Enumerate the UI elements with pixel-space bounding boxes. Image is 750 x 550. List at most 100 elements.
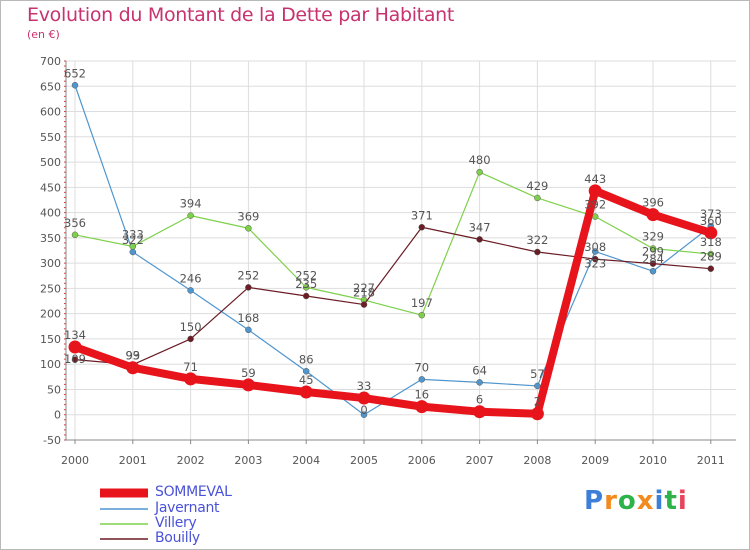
legend-swatch-bouilly: [100, 538, 148, 540]
x-tick-label: 2000: [61, 454, 89, 467]
legend-label-javernant: Javernant: [155, 500, 220, 516]
data-point-bouilly: [187, 335, 194, 343]
logo-letter: t: [664, 486, 678, 516]
data-label: 197: [411, 296, 433, 310]
data-point-javernant: [71, 82, 79, 89]
data-point-sommeval: [473, 405, 487, 419]
y-tick-label: 200: [40, 308, 61, 321]
data-point-sommeval: [704, 226, 718, 240]
data-label: 318: [700, 235, 722, 249]
data-label: 392: [584, 198, 606, 212]
data-label: 99: [125, 349, 140, 363]
data-point-javernant: [649, 267, 657, 275]
data-point-sommeval: [68, 340, 82, 354]
data-label: 356: [64, 216, 86, 230]
data-label: 289: [700, 250, 722, 264]
x-tick-label: 2010: [639, 454, 667, 467]
data-point-villery: [476, 168, 483, 176]
x-tick-label: 2011: [697, 454, 725, 467]
data-label: 284: [642, 252, 664, 266]
legend-label-villery: Villery: [155, 515, 197, 531]
y-tick-label: 500: [40, 156, 61, 169]
data-label: 360: [700, 214, 722, 228]
data-point-bouilly: [591, 255, 599, 263]
data-point-javernant: [418, 376, 426, 383]
x-tick-label: 2009: [581, 454, 609, 467]
legend-label-sommeval: SOMMEVAL: [155, 484, 232, 500]
x-tick-label: 2006: [408, 454, 436, 467]
data-label: 6: [476, 393, 483, 407]
y-tick-label: 350: [40, 232, 61, 245]
data-label: 252: [237, 268, 259, 282]
y-tick-label: 700: [40, 55, 61, 68]
data-label: 252: [295, 268, 317, 282]
y-tick-label: 300: [40, 257, 61, 270]
data-label: 322: [122, 233, 144, 247]
series-line-javernant: [74, 84, 712, 416]
data-label: 246: [180, 271, 202, 285]
data-point-bouilly: [245, 284, 252, 291]
y-tick-label: 100: [40, 358, 61, 371]
data-label: 429: [526, 179, 548, 193]
series-line-bouilly: [74, 226, 712, 366]
data-label: 150: [180, 320, 202, 334]
data-label: 33: [357, 379, 372, 393]
data-point-villery: [245, 225, 252, 232]
data-label: 57: [530, 367, 545, 381]
data-point-bouilly: [71, 356, 79, 363]
x-tick-label: 2008: [523, 454, 551, 467]
data-point-javernant: [360, 411, 368, 418]
legend-swatch-villery: [100, 523, 148, 525]
data-label: 373: [700, 207, 722, 221]
y-tick-label: 50: [47, 383, 61, 396]
data-point-villery: [71, 231, 79, 239]
x-tick-label: 2001: [119, 454, 147, 467]
logo-letter: r: [604, 486, 618, 516]
y-tick-label: 250: [40, 282, 61, 295]
data-label: 218: [353, 286, 375, 300]
y-tick-label: 550: [40, 131, 61, 144]
data-label: 0: [360, 403, 367, 417]
data-label: 323: [584, 257, 606, 271]
data-label: 59: [241, 366, 256, 380]
data-point-villery: [707, 250, 715, 258]
y-tick-label: 600: [40, 106, 61, 119]
data-point-sommeval: [646, 208, 660, 222]
data-label: 347: [469, 220, 491, 234]
logo-letter: x: [636, 486, 655, 516]
data-label: 329: [642, 229, 664, 243]
data-label: 333: [122, 227, 144, 241]
data-point-villery: [302, 284, 310, 291]
data-label: 443: [584, 172, 606, 186]
data-point-javernant: [476, 379, 483, 386]
series-line-villery: [74, 171, 712, 316]
proxiti-logo: Proxiti: [584, 486, 688, 516]
data-label: 16: [414, 388, 429, 402]
data-label: 235: [295, 277, 317, 291]
chart-title: Evolution du Montant de la Dette par Hab…: [27, 4, 455, 26]
data-label: 480: [469, 153, 491, 167]
data-point-villery: [129, 243, 137, 250]
data-label: 134: [64, 328, 86, 342]
data-point-javernant: [534, 382, 541, 390]
data-point-javernant: [187, 287, 194, 294]
data-point-villery: [534, 194, 541, 202]
data-point-sommeval: [530, 407, 544, 421]
y-tick-label: 400: [40, 207, 61, 220]
data-point-bouilly: [302, 292, 310, 300]
data-point-javernant: [129, 248, 137, 256]
chart-subtitle: (en €): [27, 28, 60, 41]
x-tick-label: 2005: [350, 454, 378, 467]
data-point-bouilly: [534, 248, 541, 256]
data-label: 64: [472, 363, 487, 377]
legend-swatch-javernant: [100, 508, 148, 510]
data-point-javernant: [245, 326, 252, 334]
logo-letter: P: [584, 486, 605, 516]
data-point-bouilly: [707, 265, 715, 272]
logo-letter: i: [654, 486, 665, 516]
data-label: 322: [526, 233, 548, 247]
data-point-javernant: [591, 248, 599, 255]
data-point-sommeval: [184, 372, 198, 386]
data-point-sommeval: [415, 400, 429, 414]
